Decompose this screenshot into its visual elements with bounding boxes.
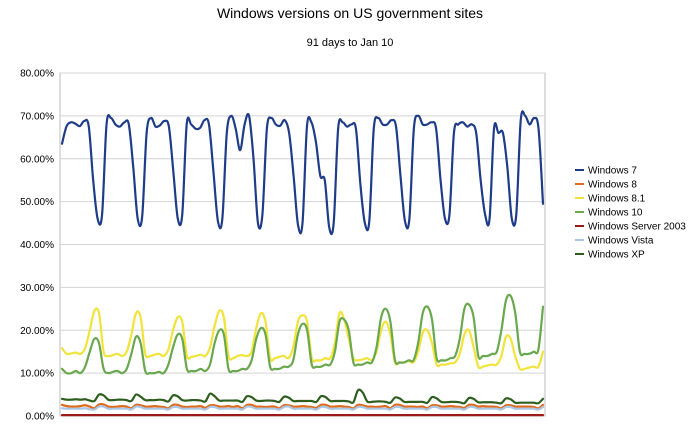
legend-label-windows-vista: Windows Vista	[588, 236, 654, 247]
legend-label-windows-10: Windows 10	[588, 208, 643, 219]
y-tick-label: 0.00%	[26, 412, 54, 423]
y-tick-label: 10.00%	[20, 369, 54, 380]
chart-subtitle: 91 days to Jan 10	[306, 37, 394, 49]
y-tick-label: 60.00%	[20, 154, 54, 165]
y-tick-label: 80.00%	[20, 69, 54, 80]
y-tick-label: 30.00%	[20, 283, 54, 294]
chart-title: Windows versions on US government sites	[216, 5, 484, 21]
y-tick-label: 50.00%	[20, 197, 54, 208]
legend-label-windows-7: Windows 7	[588, 166, 637, 177]
series-line-windows-7	[60, 110, 545, 236]
legend-label-windows-xp: Windows XP	[588, 250, 645, 261]
series-line-windows-vista	[60, 405, 545, 411]
series-line-windows-10	[60, 293, 545, 375]
legend-label-windows-8: Windows 8	[588, 180, 637, 191]
y-tick-label: 40.00%	[20, 240, 54, 251]
legend-label-windows-8-1: Windows 8.1	[588, 194, 646, 205]
legend-label-windows-server-2003: Windows Server 2003	[588, 222, 686, 233]
series-line-windows-xp	[60, 388, 545, 405]
series-line-windows-8	[60, 402, 545, 410]
series-line-windows-8-1	[60, 307, 545, 371]
y-tick-label: 70.00%	[20, 111, 54, 122]
y-axis: 0.00% 10.00% 20.00% 30.00% 40.00% 50.00% 60.00…	[20, 69, 54, 423]
legend: Windows 7 Windows 8 Windows 8.1 Windows 10 W…	[575, 166, 686, 261]
series-lines	[60, 110, 545, 417]
y-tick-label: 20.00%	[20, 326, 54, 337]
